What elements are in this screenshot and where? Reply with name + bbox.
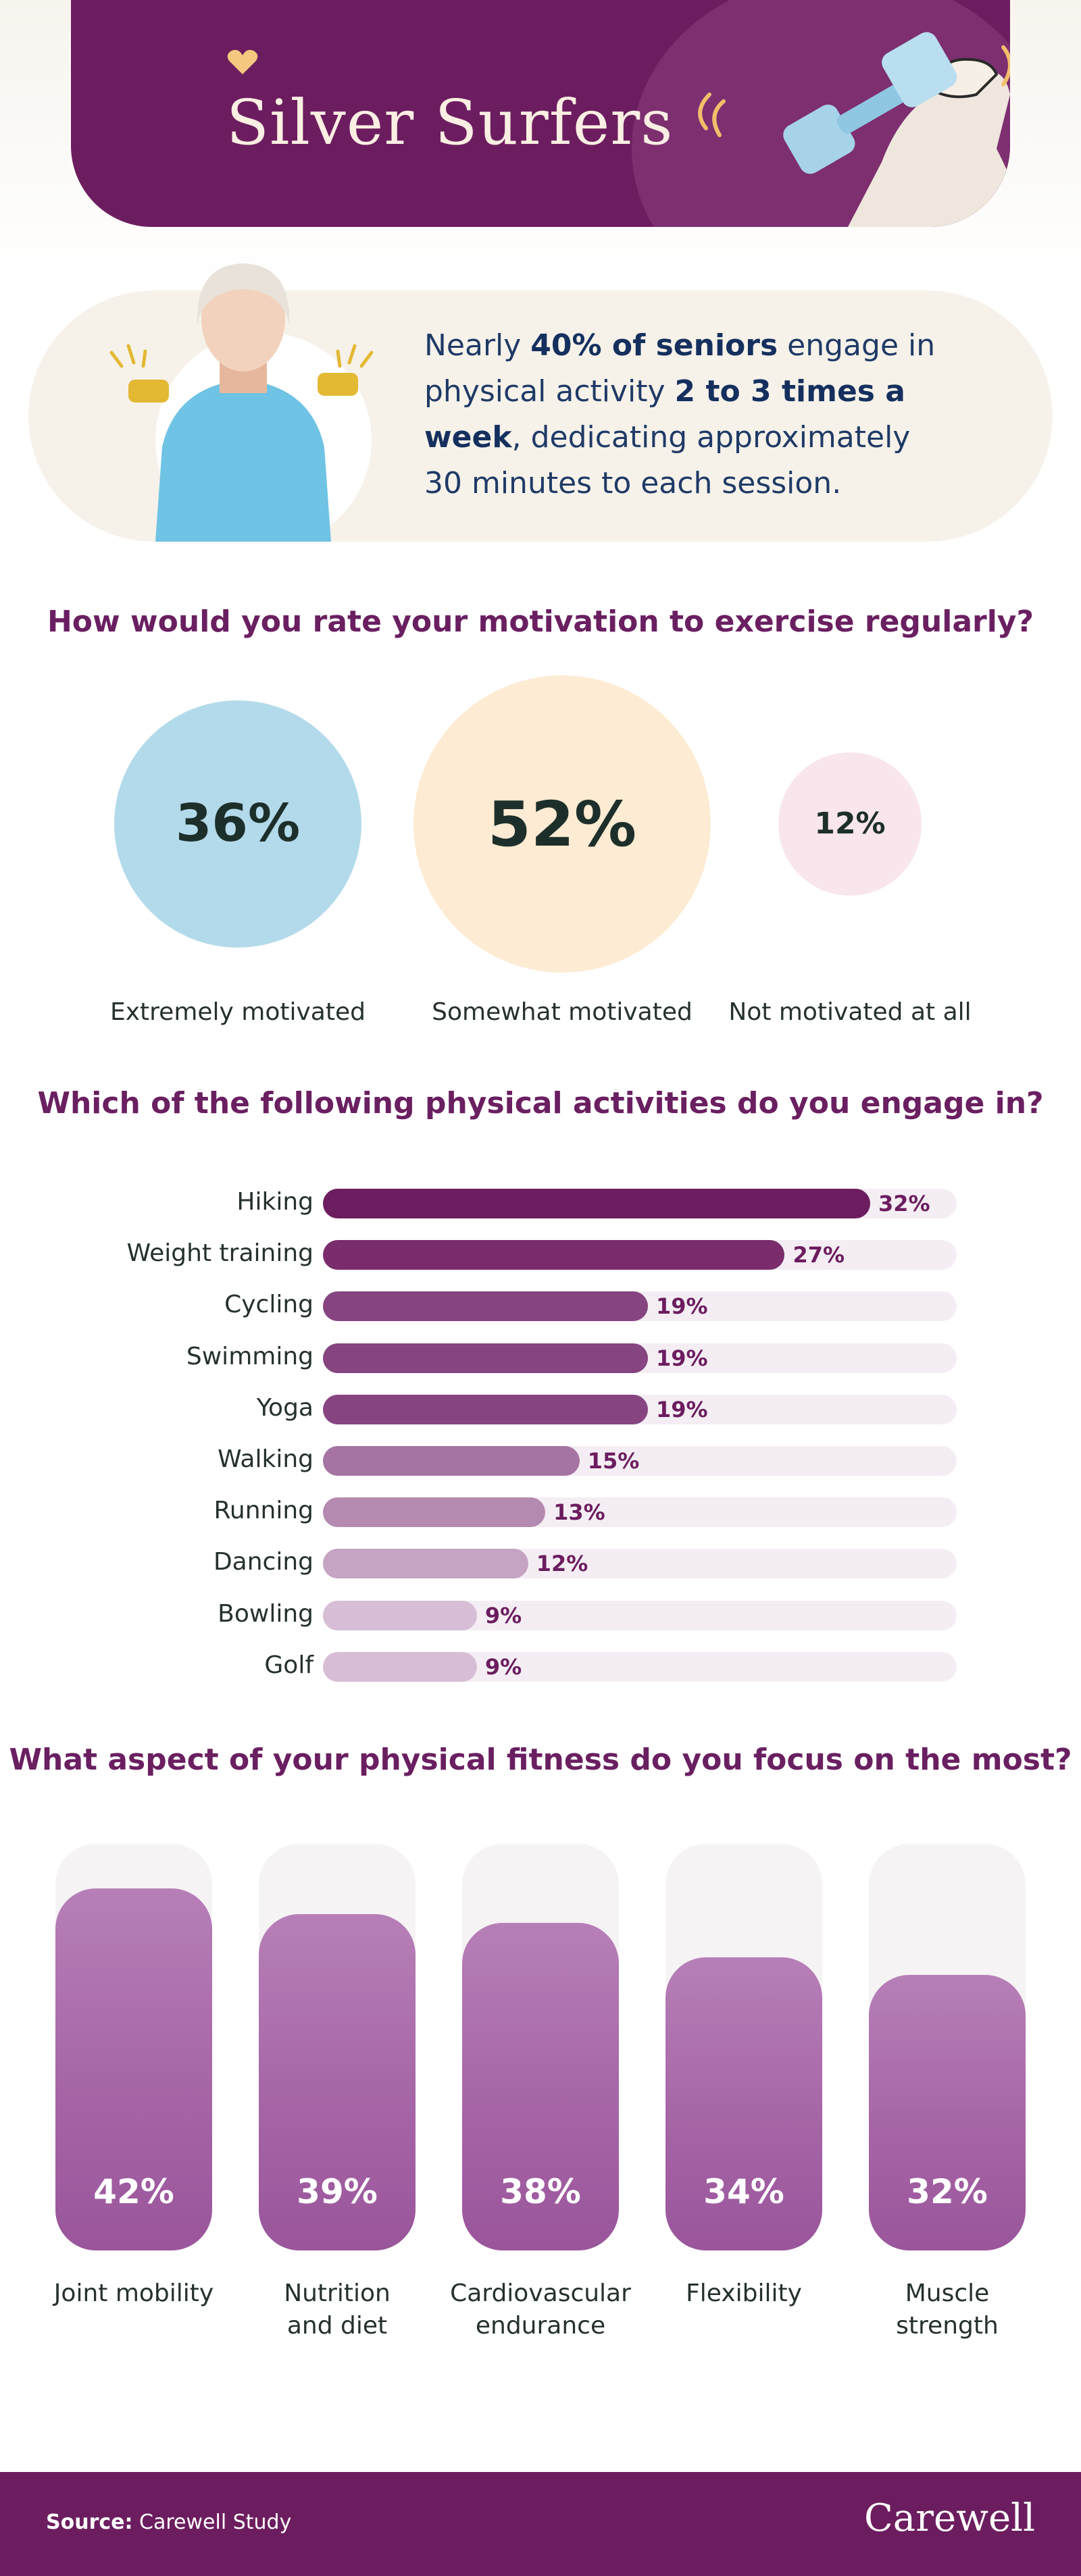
intro-text-part: 2 to 3 times a week	[424, 374, 905, 455]
focus-category-label-line: Nutrition	[284, 2279, 391, 2307]
focus-bar	[665, 1957, 822, 2250]
activity-label: Hiking	[236, 1188, 313, 1216]
focus-category-label-line: and diet	[286, 2312, 388, 2340]
focus-bar	[462, 1923, 619, 2250]
focus-category-label-line: strength	[896, 2312, 999, 2340]
source-value: Carewell Study	[139, 2510, 292, 2534]
focus-category-label-line: Joint mobility	[53, 2279, 214, 2307]
activity-label: Cycling	[224, 1291, 313, 1319]
activity-value-label: 13%	[553, 1499, 605, 1526]
fitness-focus-question-title: What aspect of your physical fitness do …	[9, 1743, 1072, 1777]
footer	[0, 2472, 1081, 2576]
activity-value-label: 9%	[484, 1602, 522, 1628]
activity-value-label: 19%	[655, 1345, 708, 1371]
intro-statement: Nearly 40% of seniors engage in physical…	[424, 323, 938, 507]
dumbbell-illustration	[698, 32, 1010, 227]
activity-label: Yoga	[256, 1393, 313, 1422]
intro-text-part: engage in physical activity	[424, 328, 936, 409]
activity-bar	[323, 1497, 546, 1528]
motivation-bubble: 36%	[114, 700, 362, 948]
activity-bar	[323, 1549, 528, 1579]
motivation-question-title: How would you rate your motivation to ex…	[47, 604, 1034, 639]
activity-value-label: 15%	[587, 1448, 640, 1474]
page-title: Silver Surfers	[226, 86, 674, 159]
activity-bar	[323, 1651, 477, 1682]
source-note: Source: Carewell Study	[46, 2510, 291, 2534]
activity-label: Walking	[218, 1445, 313, 1473]
activity-bar	[323, 1394, 648, 1424]
motivation-category-label: Somewhat motivated	[432, 998, 693, 1026]
activity-label: Dancing	[213, 1548, 313, 1576]
focus-bar	[55, 1888, 212, 2250]
focus-category-label-line: Flexibility	[686, 2279, 802, 2307]
focus-bar	[869, 1974, 1026, 2250]
activity-bar	[323, 1291, 648, 1322]
motivation-category-label: Not motivated at all	[728, 998, 972, 1026]
activity-bar	[323, 1600, 477, 1630]
activity-label: Golf	[264, 1651, 313, 1679]
intro-text-part: 40% of seniors	[530, 328, 778, 363]
focus-category-label: Muscle strength	[846, 2277, 1049, 2342]
activity-label: Running	[213, 1497, 313, 1525]
source-label: Source:	[46, 2510, 133, 2534]
activity-bar	[323, 1189, 870, 1218]
focus-value-label: 39%	[297, 2172, 378, 2211]
focus-category-label-line: endurance	[475, 2312, 606, 2340]
motivation-bubble: 12%	[778, 752, 922, 896]
focus-category-label-line: Muscle	[905, 2279, 990, 2307]
header-banner: Silver Surfers	[71, 0, 1010, 227]
senior-woman-illustration	[109, 263, 374, 542]
heart-icon	[227, 49, 258, 74]
focus-value-label: 34%	[703, 2172, 784, 2211]
activity-label: Swimming	[186, 1342, 313, 1370]
focus-value-label: 42%	[93, 2172, 174, 2211]
activity-value-label: 32%	[878, 1191, 930, 1216]
focus-category-label: Flexibility	[643, 2277, 845, 2310]
intro-text-part: , dedicating approximately 30 minutes to…	[424, 420, 911, 500]
motivation-value-label: 52%	[487, 788, 637, 860]
motivation-bubble: 52%	[413, 675, 711, 973]
focus-bar	[259, 1914, 416, 2250]
activity-value-label: 19%	[655, 1293, 708, 1320]
motivation-category-label: Extremely motivated	[110, 998, 366, 1026]
activity-value-label: 12%	[536, 1551, 588, 1577]
motivation-value-label: 36%	[175, 794, 301, 854]
motivation-value-label: 12%	[814, 806, 886, 842]
activity-bar	[323, 1446, 580, 1476]
activity-bar	[323, 1240, 785, 1270]
focus-value-label: 38%	[500, 2172, 581, 2211]
focus-category-label-line: Cardiovascular	[450, 2279, 631, 2307]
intro-text-part: Nearly	[424, 328, 531, 363]
focus-category-label: Joint mobility	[32, 2277, 235, 2310]
activity-value-label: 9%	[484, 1653, 522, 1680]
brand-logo: Carewell	[863, 2496, 1035, 2540]
activity-value-label: 27%	[793, 1242, 845, 1268]
focus-category-label: Nutrition and diet	[236, 2277, 438, 2342]
focus-value-label: 32%	[907, 2172, 988, 2211]
activity-value-label: 19%	[655, 1396, 708, 1422]
activity-bar	[323, 1343, 648, 1373]
activity-label: Bowling	[218, 1599, 313, 1628]
activities-question-title: Which of the following physical activiti…	[37, 1086, 1044, 1120]
activity-label: Weight training	[126, 1239, 313, 1268]
focus-category-label: Cardiovascular endurance	[439, 2277, 642, 2342]
